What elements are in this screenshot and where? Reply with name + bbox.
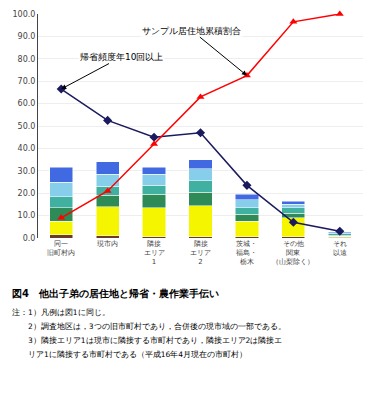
svg-text:それ以遠: それ以遠 — [333, 240, 347, 257]
svg-text:サンプル居住地累積割合: サンプル居住地累積割合 — [142, 26, 241, 36]
svg-text:0.0: 0.0 — [23, 234, 36, 243]
svg-text:帰省頻度年10回以上: 帰省頻度年10回以上 — [80, 52, 163, 62]
svg-text:現市内: 現市内 — [97, 240, 118, 248]
svg-text:その他関東（山梨除く）: その他関東（山梨除く） — [272, 240, 314, 266]
svg-text:100.0: 100.0 — [12, 10, 35, 19]
svg-text:茨城・福島・栃木: 茨城・福島・栃木 — [236, 240, 257, 266]
svg-text:同一旧町村内: 同一旧町村内 — [47, 240, 75, 257]
svg-text:隣接エリア2: 隣接エリア2 — [190, 240, 211, 266]
svg-text:2）調査地区は，3つの旧市町村であり，合併後の現市域の一部で: 2）調査地区は，3つの旧市町村であり，合併後の現市域の一部である。 — [12, 322, 286, 331]
svg-text:60.0: 60.0 — [18, 99, 36, 108]
svg-text:30.0: 30.0 — [18, 167, 36, 176]
svg-text:注：1）凡例は図1に同じ。: 注：1）凡例は図1に同じ。 — [12, 308, 110, 317]
svg-text:70.0: 70.0 — [18, 77, 36, 86]
svg-text:20.0: 20.0 — [18, 189, 36, 198]
svg-text:50.0: 50.0 — [18, 122, 36, 131]
svg-text:80.0: 80.0 — [18, 55, 36, 64]
svg-text:40.0: 40.0 — [18, 144, 36, 153]
svg-text:10.0: 10.0 — [18, 211, 36, 220]
svg-text:リア1に隣接する市町村である（平成16年4月現在の市町村）: リア1に隣接する市町村である（平成16年4月現在の市町村） — [12, 350, 247, 359]
svg-text:図4 他出子弟の居住地と帰省・農作業手伝い: 図4 他出子弟の居住地と帰省・農作業手伝い — [12, 288, 219, 299]
svg-text:隣接エリア1: 隣接エリア1 — [144, 240, 165, 266]
svg-text:3）隣接エリア1は現市に隣接する市町村であり，隣接エリア2は: 3）隣接エリア1は現市に隣接する市町村であり，隣接エリア2は隣接エ — [12, 336, 282, 345]
svg-text:90.0: 90.0 — [18, 32, 36, 41]
